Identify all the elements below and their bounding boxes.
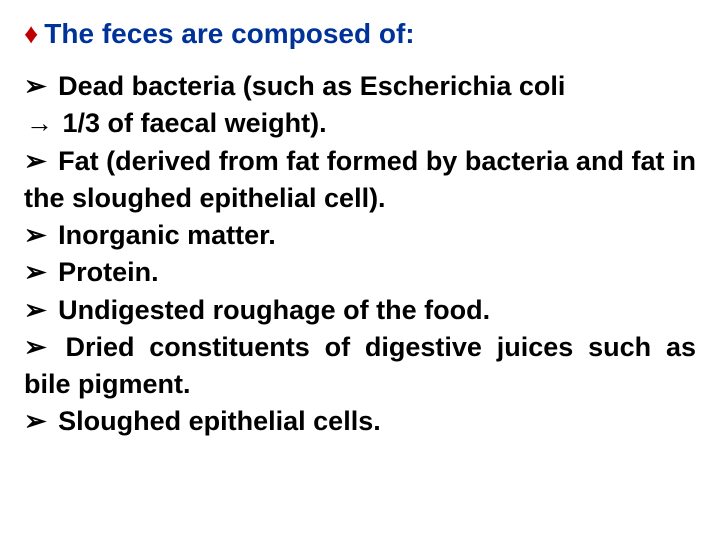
list-item: ➢ Dead bacteria (such as Escherichia col… <box>24 68 696 143</box>
list-item-text-after: 1/3 of faecal weight). <box>55 108 327 138</box>
slide: ♦The feces are composed of: ➢ Dead bacte… <box>0 0 720 540</box>
body-list: ➢ Dead bacteria (such as Escherichia col… <box>24 68 696 441</box>
list-item: ➢ Undigested roughage of the food. <box>24 292 696 329</box>
chevron-icon: ➢ <box>24 217 47 254</box>
list-item-text: Inorganic matter. <box>58 220 276 250</box>
chevron-icon: ➢ <box>24 403 47 440</box>
arrow-icon: → <box>26 105 53 142</box>
list-item-text: Sloughed epithelial cells. <box>58 406 381 436</box>
diamond-icon: ♦ <box>24 18 38 49</box>
list-item-text: Protein. <box>58 257 159 287</box>
chevron-icon: ➢ <box>24 68 47 105</box>
list-item: ➢ Protein. <box>24 254 696 291</box>
list-item: ➢ Fat (derived from fat formed by bacter… <box>24 143 696 218</box>
heading: ♦The feces are composed of: <box>24 18 696 50</box>
heading-text: The feces are composed of: <box>44 18 414 49</box>
list-item-text: Dead bacteria (such as Escherichia coli <box>58 71 565 101</box>
list-item-text: Dried constituents of digestive juices s… <box>24 332 696 399</box>
list-item: ➢ Dried constituents of digestive juices… <box>24 329 696 404</box>
chevron-icon: ➢ <box>24 329 47 366</box>
list-item: ➢ Inorganic matter. <box>24 217 696 254</box>
chevron-icon: ➢ <box>24 292 47 329</box>
list-item-text: Undigested roughage of the food. <box>58 295 490 325</box>
list-item: ➢ Sloughed epithelial cells. <box>24 403 696 440</box>
chevron-icon: ➢ <box>24 254 47 291</box>
list-item-text: Fat (derived from fat formed by bacteria… <box>24 146 696 213</box>
chevron-icon: ➢ <box>24 143 47 180</box>
